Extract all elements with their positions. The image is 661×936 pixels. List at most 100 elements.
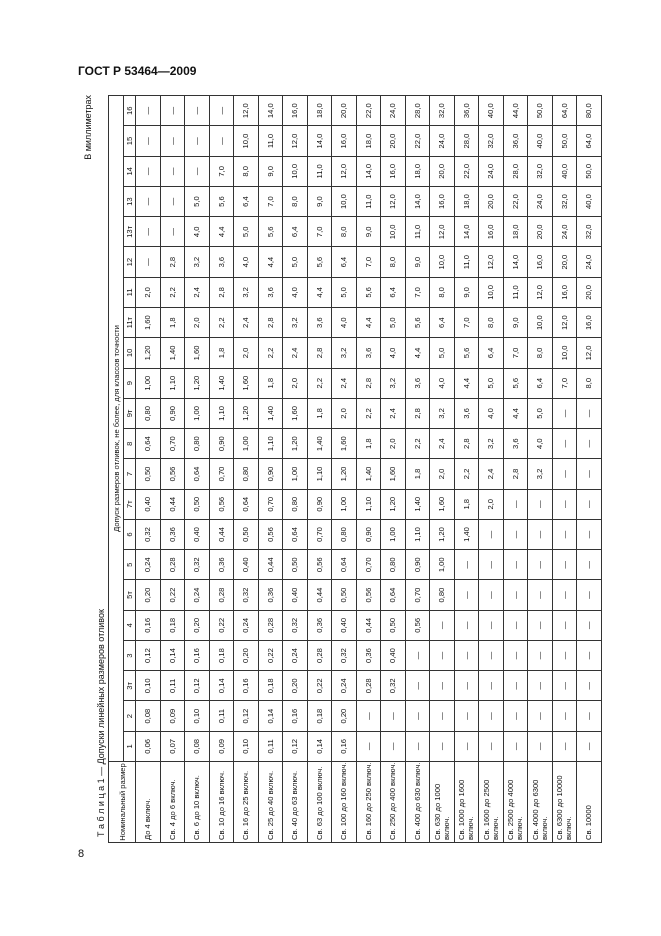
value-cell: 6,4 [429, 307, 454, 338]
value-cell: 1,60 [429, 489, 454, 520]
value-cell: 0,56 [160, 458, 185, 490]
value-cell: 6,4 [527, 368, 552, 399]
value-cell: 3,6 [405, 368, 430, 399]
value-cell: 2,4 [478, 458, 503, 490]
value-cell: 0,56 [209, 489, 234, 520]
value-cell: 1,8 [454, 489, 479, 520]
value-cell: 0,18 [307, 700, 332, 732]
value-cell: 0,16 [331, 731, 356, 762]
value-cell: 0,32 [135, 519, 160, 550]
value-cell: — [184, 95, 209, 126]
value-cell: 1,60 [380, 458, 405, 490]
value-cell: — [478, 549, 503, 580]
size-cell: Св. 630 до 1000 включ. [429, 761, 454, 843]
value-cell: 3,6 [454, 398, 479, 429]
value-cell: 11,0 [405, 216, 430, 247]
value-cell: — [454, 579, 479, 611]
value-cell: 11,0 [454, 246, 479, 278]
value-cell: 0,28 [160, 549, 185, 580]
table-row: Св. 250 до 400 включ. — —0,32 0,40 0,50 0,64 0… [380, 95, 405, 843]
class-header: 14 [123, 156, 136, 187]
value-cell: 3,6 [356, 337, 381, 369]
value-cell: 0,44 [160, 489, 185, 520]
value-cell: 0,11 [258, 731, 283, 762]
size-cell: Св. 6300 до 10000 включ. [552, 761, 577, 843]
value-cell: 0,24 [282, 640, 307, 671]
value-cell: 0,80 [233, 458, 258, 490]
value-cell: 0,16 [282, 700, 307, 732]
value-cell: 22,0 [454, 156, 479, 187]
size-cell: Св. 10000 [576, 761, 601, 843]
value-cell: 0,20 [233, 640, 258, 671]
value-cell: 0,18 [160, 610, 185, 641]
value-cell: 50,0 [527, 95, 552, 126]
value-cell: 9,0 [405, 246, 430, 278]
value-cell: 0,80 [184, 428, 209, 459]
value-cell: 16,0 [380, 156, 405, 187]
value-cell: 7,0 [209, 156, 234, 187]
value-cell: 2,8 [405, 398, 430, 429]
value-cell: 0,14 [160, 640, 185, 671]
rotated-block: В миллиметрах Т а б л и ц а 1 — Допуски … [82, 93, 602, 843]
value-cell: 1,20 [331, 458, 356, 490]
value-cell: — [503, 549, 528, 580]
value-cell: 1,20 [429, 519, 454, 550]
value-cell: 1,20 [135, 337, 160, 369]
value-cell: 0,22 [307, 670, 332, 701]
value-cell: 4,4 [209, 216, 234, 247]
value-cell: 1,60 [135, 307, 160, 338]
value-cell: 1,10 [258, 428, 283, 459]
table-row: Св. 16 до 25 включ. 0,10 0,12 0,16 0,20 0,24 0… [233, 95, 258, 843]
value-cell: 1,40 [405, 489, 430, 520]
value-cell: 0,24 [331, 670, 356, 701]
value-cell: 1,40 [209, 368, 234, 399]
value-cell: 6,4 [380, 277, 405, 308]
value-cell: — [576, 428, 601, 459]
value-cell: 8,0 [576, 368, 601, 399]
value-cell: 24,0 [552, 216, 577, 247]
value-cell: 50,0 [552, 125, 577, 157]
value-cell: 20,0 [380, 125, 405, 157]
value-cell: 22,0 [356, 95, 381, 126]
value-cell: 3,2 [331, 337, 356, 369]
value-cell: 7,0 [258, 186, 283, 217]
value-cell: 0,56 [356, 579, 381, 611]
value-cell: 0,36 [356, 640, 381, 671]
value-cell: 0,14 [307, 731, 332, 762]
value-cell: 24,0 [478, 156, 503, 187]
value-cell: 1,40 [454, 519, 479, 550]
value-cell: — [405, 640, 430, 671]
value-cell: 0,32 [331, 640, 356, 671]
value-cell: 0,32 [282, 610, 307, 641]
value-cell: 4,4 [405, 337, 430, 369]
value-cell: 12,0 [576, 337, 601, 369]
value-cell: 2,2 [307, 368, 332, 399]
value-cell: 1,00 [429, 549, 454, 580]
value-cell: 28,0 [503, 156, 528, 187]
value-cell: 1,8 [307, 398, 332, 429]
size-cell: Св. 63 до 100 включ. [307, 761, 332, 843]
value-cell: 11,0 [258, 125, 283, 157]
value-cell: — [429, 670, 454, 701]
table-row: Св. 25 до 40 включ. 0,11 0,14 0,18 0,22 0,28 0… [258, 95, 283, 843]
value-cell: — [209, 125, 234, 157]
value-cell: 0,50 [233, 519, 258, 550]
table-row: Св. 1600 до 2500 включ. — — — — — — — —2,0 2,4 3,2… [478, 95, 503, 843]
value-cell: 2,2 [160, 277, 185, 308]
value-cell: 8,0 [429, 277, 454, 308]
value-cell: 0,56 [307, 549, 332, 580]
value-cell: — [429, 700, 454, 732]
value-cell: — [576, 579, 601, 611]
value-cell: — [135, 216, 160, 247]
value-cell: 28,0 [405, 95, 430, 126]
value-cell: — [209, 95, 234, 126]
value-cell: 16,0 [552, 277, 577, 308]
value-cell: 14,0 [454, 216, 479, 247]
value-cell: — [552, 670, 577, 701]
value-cell: 1,00 [184, 398, 209, 429]
value-cell: 2,4 [233, 307, 258, 338]
value-cell: 5,6 [356, 277, 381, 308]
value-cell: — [552, 428, 577, 459]
value-cell: 32,0 [576, 216, 601, 247]
value-cell: 0,10 [184, 700, 209, 732]
